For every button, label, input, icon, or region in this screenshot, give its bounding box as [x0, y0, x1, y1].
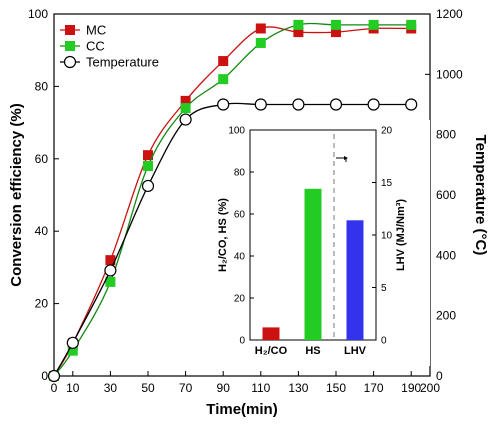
y-tick-label: 0 — [41, 369, 48, 383]
inset-y-tick-label: 80 — [234, 168, 246, 179]
x-tick-label: 70 — [179, 381, 193, 395]
inset-category-label: HS — [305, 345, 320, 357]
y-axis-title: Conversion efficiency (%) — [8, 103, 25, 286]
data-point-temperature — [141, 179, 155, 193]
inset-y-tick-label: 0 — [239, 336, 245, 347]
legend-label-cc: CC — [86, 39, 105, 54]
data-point-cc — [105, 276, 116, 287]
y-tick-label: 20 — [35, 297, 49, 311]
inset-y2-tick-label: 20 — [381, 126, 393, 137]
y2-tick-label: 200 — [436, 309, 456, 323]
inset-y2-axis-title: LHV (MJ/Nm³) — [395, 199, 407, 271]
main-series — [47, 19, 418, 383]
x-tick-label: 200 — [420, 381, 440, 395]
data-point-mc — [105, 255, 116, 266]
y-tick-label: 60 — [35, 152, 49, 166]
x-tick-label: 90 — [217, 381, 231, 395]
series-temperature — [47, 98, 418, 383]
legend-marker — [63, 55, 77, 69]
inset-y2-tick-label: 10 — [381, 231, 393, 242]
data-point-cc — [67, 345, 78, 356]
inset-arrow-head-icon — [344, 156, 348, 160]
y-tick-label: 100 — [28, 7, 48, 21]
data-point-temperature — [179, 113, 192, 126]
inset-y-tick-label: 40 — [234, 252, 246, 263]
series-line-cc — [53, 22, 412, 377]
data-point-mc — [331, 27, 341, 38]
x-tick-label: 50 — [141, 381, 155, 395]
x-tick-label: 130 — [288, 381, 308, 395]
inset-bar — [346, 220, 364, 340]
data-point-mc — [218, 56, 229, 67]
data-point-cc — [293, 19, 304, 30]
data-point-temperature — [217, 98, 230, 111]
data-point-cc — [331, 19, 341, 30]
inset-bar-chart: 0 20 40 60 80 100 0 5 10 15 20 H₂/CO HS LHV H₂/CO, HS … — [212, 120, 430, 366]
inset-y-axis-title: H₂/CO, HS (%) — [217, 198, 229, 272]
x-tick-label: 150 — [326, 381, 346, 395]
data-point-temperature — [292, 98, 305, 111]
data-point-mc — [293, 27, 304, 38]
series-line-mc — [53, 26, 412, 377]
inset-y-tick-label: 60 — [234, 210, 246, 221]
y2-axis-title: Temperature (°C) — [472, 135, 488, 256]
data-point-mc — [180, 95, 191, 106]
data-point-cc — [218, 74, 229, 85]
inset-y2-tick-label: 5 — [381, 283, 387, 294]
data-point-cc — [143, 161, 153, 172]
inset-y-tick-label: 20 — [234, 294, 246, 305]
y2-tick-label: 0 — [436, 369, 443, 383]
x-tick-label: 30 — [104, 381, 118, 395]
data-point-temperature — [66, 336, 79, 349]
x-tick-label: 190 — [401, 381, 421, 395]
legend-marker — [65, 41, 75, 51]
y2-tick-label: 1000 — [436, 67, 463, 81]
data-point-temperature — [367, 98, 380, 111]
main-axes: 0 10 30 50 70 90 110 130 150 170 19020002040608010… — [28, 7, 463, 395]
x-tick-label: 170 — [364, 381, 384, 395]
inset-category-label: H₂/CO — [255, 345, 288, 357]
legend-label-temperature: Temperature — [86, 55, 159, 70]
legend-marker — [65, 25, 75, 35]
x-tick-label: 0 — [51, 381, 58, 395]
data-point-cc — [180, 103, 191, 114]
y2-tick-label: 1200 — [436, 7, 463, 21]
inset-y2-tick-label: 0 — [381, 336, 387, 347]
data-point-temperature — [104, 264, 117, 277]
x-axis-title: Time(min) — [206, 401, 277, 418]
data-point-temperature — [405, 98, 418, 111]
legend-label-mc: MC — [86, 23, 106, 38]
inset-y2-tick-label: 15 — [381, 178, 393, 189]
series-line-temperature — [53, 102, 412, 377]
inset-y-tick-label: 100 — [228, 126, 245, 137]
data-point-cc — [255, 37, 266, 48]
y2-tick-label: 600 — [436, 188, 456, 202]
data-point-mc — [255, 23, 266, 34]
data-point-temperature — [254, 98, 267, 111]
data-point-temperature — [329, 98, 343, 111]
data-point-cc — [368, 19, 379, 30]
data-point-cc — [406, 19, 417, 30]
y2-tick-label: 800 — [436, 128, 456, 142]
data-point-temperature — [47, 369, 61, 383]
y-tick-label: 80 — [35, 79, 49, 93]
y-tick-label: 40 — [35, 224, 49, 238]
inset-category-label: LHV — [344, 345, 367, 357]
x-tick-label: 10 — [66, 381, 80, 395]
data-point-mc — [143, 150, 153, 161]
x-tick-label: 110 — [251, 381, 270, 395]
y2-tick-label: 400 — [436, 248, 456, 262]
inset-bar — [262, 327, 280, 340]
inset-bar — [304, 188, 322, 340]
